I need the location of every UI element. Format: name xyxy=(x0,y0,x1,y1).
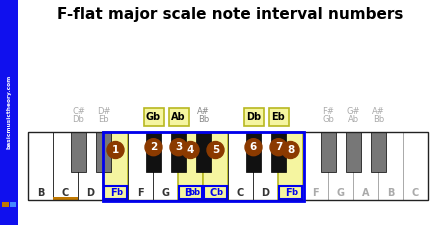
Bar xyxy=(403,132,428,200)
Bar xyxy=(203,132,228,200)
Text: b: b xyxy=(291,188,297,197)
Circle shape xyxy=(207,142,224,158)
Text: F-flat major scale note interval numbers: F-flat major scale note interval numbers xyxy=(57,7,403,22)
Text: 2: 2 xyxy=(150,142,157,152)
Bar xyxy=(171,132,186,172)
Circle shape xyxy=(270,139,287,156)
Text: 1: 1 xyxy=(112,145,119,155)
Bar xyxy=(243,108,264,126)
Text: F: F xyxy=(110,187,116,198)
Bar xyxy=(178,132,203,200)
Text: B: B xyxy=(184,187,192,198)
Text: Eb: Eb xyxy=(98,115,109,124)
Bar xyxy=(346,132,361,172)
Bar xyxy=(271,132,286,172)
Bar xyxy=(28,132,428,200)
Circle shape xyxy=(145,139,162,156)
Circle shape xyxy=(245,139,262,156)
Text: Eb: Eb xyxy=(271,112,286,122)
Circle shape xyxy=(107,142,124,158)
Text: A: A xyxy=(362,187,369,198)
Text: 8: 8 xyxy=(287,145,294,155)
Bar xyxy=(179,186,202,199)
Text: C: C xyxy=(62,187,69,198)
Bar xyxy=(169,108,188,126)
Text: A#: A# xyxy=(197,106,210,115)
Bar xyxy=(321,132,336,172)
Text: bb: bb xyxy=(188,188,200,197)
Text: 4: 4 xyxy=(187,145,194,155)
Text: C: C xyxy=(237,187,244,198)
Text: Bb: Bb xyxy=(198,115,209,124)
Bar xyxy=(371,132,386,172)
Bar xyxy=(53,197,78,200)
Text: F: F xyxy=(137,187,144,198)
Text: C: C xyxy=(412,187,419,198)
Bar xyxy=(153,132,178,200)
Bar xyxy=(78,132,103,200)
Text: Gb: Gb xyxy=(146,112,161,122)
Circle shape xyxy=(182,142,199,158)
Text: B: B xyxy=(37,187,44,198)
Bar xyxy=(378,132,403,200)
Text: 3: 3 xyxy=(175,142,182,152)
Text: F#: F# xyxy=(323,106,334,115)
Bar xyxy=(71,132,86,172)
Text: F: F xyxy=(285,187,291,198)
Text: F: F xyxy=(312,187,319,198)
Bar xyxy=(146,132,161,172)
Text: C: C xyxy=(209,187,216,198)
Bar xyxy=(253,132,278,200)
Text: b: b xyxy=(116,188,122,197)
Bar xyxy=(28,132,53,200)
Text: 5: 5 xyxy=(212,145,219,155)
Circle shape xyxy=(282,142,299,158)
Circle shape xyxy=(170,139,187,156)
Bar xyxy=(2,202,9,207)
Text: 6: 6 xyxy=(250,142,257,152)
Bar xyxy=(96,132,111,172)
Text: B: B xyxy=(387,187,394,198)
Bar xyxy=(128,132,153,200)
Text: G: G xyxy=(161,187,169,198)
Text: basicmusictheory.com: basicmusictheory.com xyxy=(7,75,11,149)
Bar xyxy=(268,108,289,126)
Bar xyxy=(0,0,18,225)
Bar xyxy=(246,132,261,172)
Text: 7: 7 xyxy=(275,142,282,152)
Text: C#: C# xyxy=(72,106,85,115)
Bar xyxy=(353,132,378,200)
Text: D: D xyxy=(87,187,95,198)
Bar xyxy=(10,202,16,207)
Text: D: D xyxy=(261,187,269,198)
Bar xyxy=(204,186,227,199)
Text: Gb: Gb xyxy=(323,115,334,124)
Text: G: G xyxy=(337,187,345,198)
Text: Db: Db xyxy=(246,112,261,122)
Text: G#: G# xyxy=(347,106,360,115)
Text: b: b xyxy=(216,188,222,197)
Bar xyxy=(104,186,127,199)
Bar xyxy=(103,131,304,200)
Bar xyxy=(278,132,303,200)
Bar xyxy=(103,132,128,200)
Bar xyxy=(279,186,302,199)
Bar xyxy=(196,132,211,172)
Bar xyxy=(303,132,328,200)
Text: Ab: Ab xyxy=(171,112,186,122)
Text: A#: A# xyxy=(372,106,385,115)
Text: Bb: Bb xyxy=(373,115,384,124)
Bar xyxy=(228,132,253,200)
Text: Db: Db xyxy=(73,115,84,124)
Bar xyxy=(328,132,353,200)
Text: Ab: Ab xyxy=(348,115,359,124)
Text: D#: D# xyxy=(97,106,110,115)
Bar xyxy=(143,108,164,126)
Bar xyxy=(53,132,78,200)
